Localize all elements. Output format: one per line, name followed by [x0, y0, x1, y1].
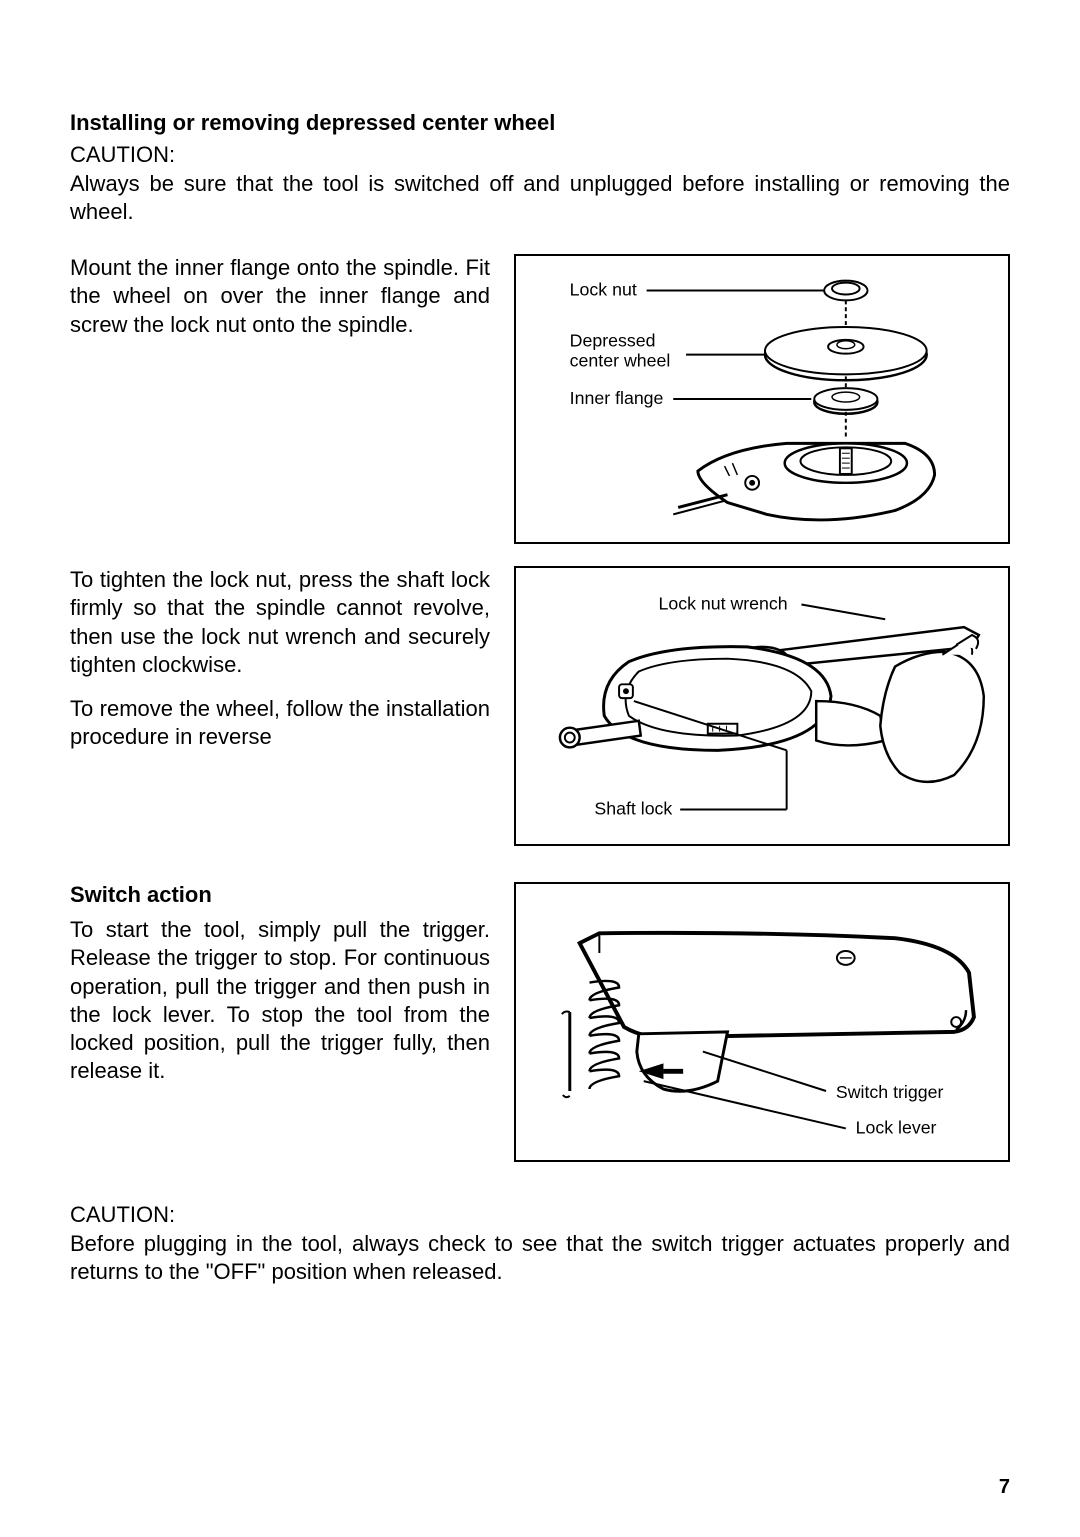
- section-heading-install: Installing or removing depressed center …: [70, 110, 1010, 136]
- figure-wrench: Lock nut wrench: [514, 566, 1010, 846]
- mount-instruction: Mount the inner flange onto the spindle.…: [70, 254, 490, 338]
- label-lock-lever: Lock lever: [856, 1118, 937, 1138]
- tighten-instruction: To tighten the lock nut, press the shaft…: [70, 566, 490, 679]
- label-lock-nut: Lock nut: [570, 280, 637, 300]
- figure-exploded-wheel: Lock nut Depressed center wheel Inne: [514, 254, 1010, 544]
- row-mount: Mount the inner flange onto the spindle.…: [70, 254, 1010, 544]
- caution-text-2: Before plugging in the tool, always chec…: [70, 1230, 1010, 1286]
- caution-text-1: Always be sure that the tool is switched…: [70, 170, 1010, 226]
- manual-page: Installing or removing depressed center …: [0, 0, 1080, 1537]
- caution-label-1: CAUTION:: [70, 142, 1010, 168]
- switch-body: To start the tool, simply pull the trigg…: [70, 916, 490, 1085]
- section-heading-switch: Switch action: [70, 882, 490, 908]
- label-lock-nut-wrench: Lock nut wrench: [659, 594, 788, 614]
- row-switch: Switch action To start the tool, simply …: [70, 882, 1010, 1162]
- label-switch-trigger: Switch trigger: [836, 1082, 944, 1102]
- label-inner-flange: Inner flange: [570, 388, 664, 408]
- label-depressed: Depressed: [570, 331, 656, 351]
- figure-switch: Switch trigger Lock lever: [514, 882, 1010, 1162]
- label-center-wheel: center wheel: [570, 351, 671, 371]
- page-number: 7: [999, 1476, 1010, 1499]
- caution-block-2: CAUTION: Before plugging in the tool, al…: [70, 1202, 1010, 1286]
- row-tighten: To tighten the lock nut, press the shaft…: [70, 566, 1010, 846]
- caution-label-2: CAUTION:: [70, 1202, 1010, 1228]
- remove-instruction: To remove the wheel, follow the installa…: [70, 695, 490, 751]
- label-shaft-lock: Shaft lock: [594, 799, 672, 819]
